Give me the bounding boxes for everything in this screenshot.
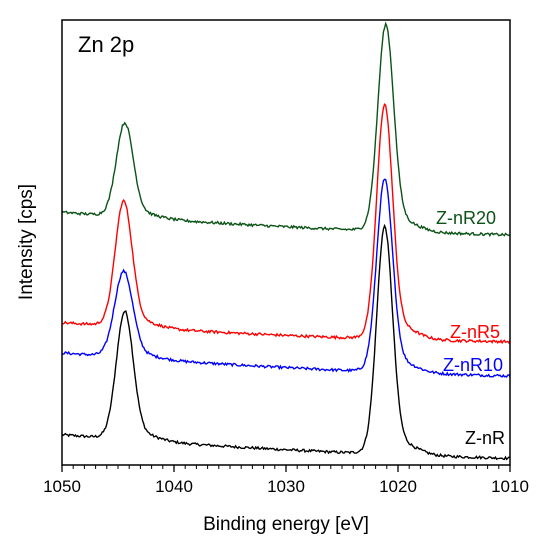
x-tick-label: 1010 xyxy=(491,477,529,496)
panel-title: Zn 2p xyxy=(78,32,134,57)
x-axis-label: Binding energy [eV] xyxy=(203,514,369,535)
series-line-z-nr20 xyxy=(61,21,511,238)
series-label-z-nr10: Z-nR10 xyxy=(443,355,503,375)
series-label-z-nr5: Z-nR5 xyxy=(450,322,500,342)
series-layer xyxy=(61,21,511,461)
x-tick-label: 1020 xyxy=(379,477,417,496)
series-labels: Z-nR Z-nR10 Z-nR5 Z-nR20 xyxy=(436,208,505,448)
series-line-z-nr xyxy=(61,223,511,461)
x-axis-ticks: 1050 1040 1030 1020 1010 xyxy=(43,465,529,496)
x-tick-label: 1050 xyxy=(43,477,81,496)
x-tick-label: 1030 xyxy=(267,477,305,496)
series-line-z-nr5 xyxy=(61,103,511,345)
series-label-z-nr20: Z-nR20 xyxy=(436,208,496,228)
x-tick-label: 1040 xyxy=(155,477,193,496)
series-line-z-nr10 xyxy=(61,178,511,378)
series-label-z-nr: Z-nR xyxy=(465,428,505,448)
y-axis-label: Intensity [cps] xyxy=(16,184,37,300)
